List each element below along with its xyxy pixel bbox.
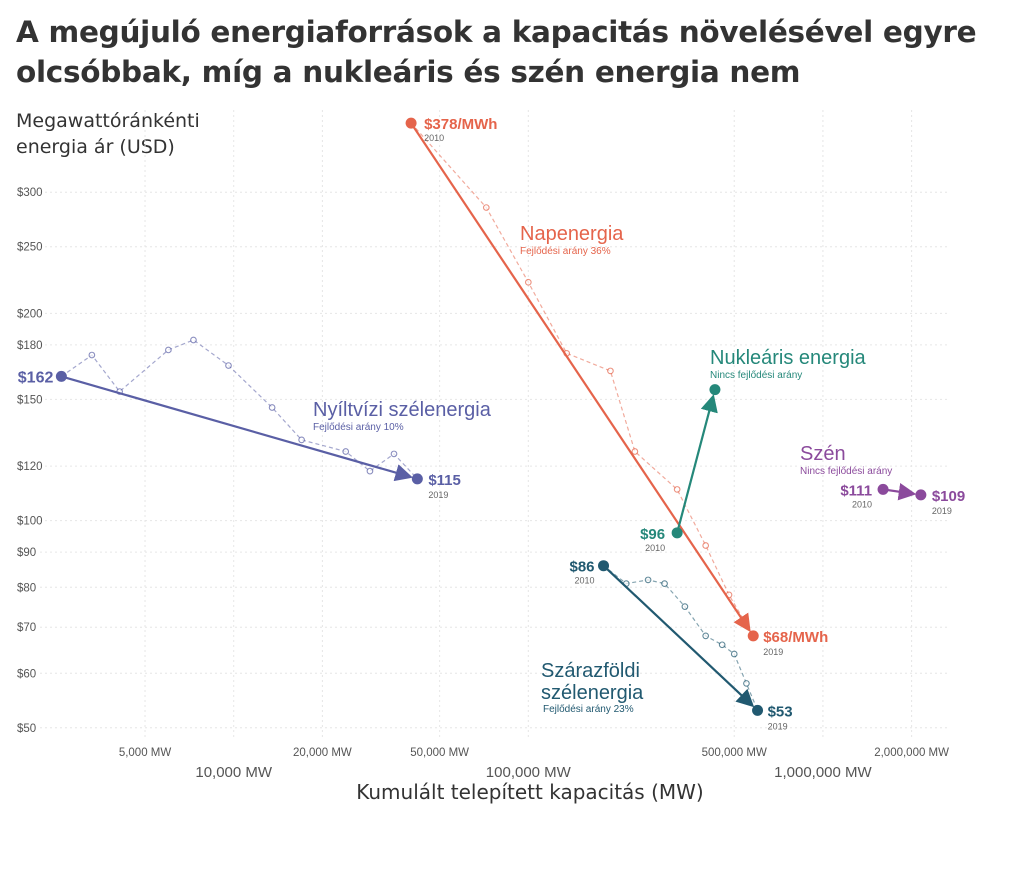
offshore-end-point — [411, 473, 423, 485]
nuclear-start-value: $96 — [640, 526, 665, 543]
onshore-yearly-point — [730, 650, 738, 658]
y-tick-label: $120 — [17, 461, 43, 473]
y-tick-label: $60 — [17, 668, 36, 680]
y-tick-label: $50 — [17, 723, 36, 735]
onshore-yearly-point — [644, 576, 652, 584]
nuclear-start-year: 2010 — [645, 543, 665, 553]
nuclear-end-point — [709, 384, 721, 396]
chart-title: A megújuló energiaforrások a kapacitás n… — [16, 15, 977, 89]
offshore-end-value: $115 — [428, 472, 461, 489]
nuclear-name: Nukleáris energia — [710, 347, 867, 369]
onshore-name-line-1: Szárazföldi — [541, 660, 640, 682]
solar-end-point — [747, 630, 759, 642]
x-tick-label: 500,000 MW — [702, 747, 767, 759]
onshore-start-point — [598, 560, 610, 572]
offshore-yearly-point — [298, 436, 305, 444]
onshore-yearly-point — [718, 641, 726, 649]
offshore-yearly-point — [390, 450, 398, 458]
x-tick-label: 100,000 MW — [486, 764, 572, 781]
y-tick-label: $180 — [17, 340, 43, 352]
y-tick-label: $300 — [17, 187, 43, 199]
solar-end-year: 2019 — [763, 647, 783, 657]
solar-start-value: $378/MWh — [424, 116, 497, 133]
solar-yearly-point — [607, 367, 614, 375]
annotations: $378/MWh2010$68/MWh2019NapenergiaFejlődé… — [18, 116, 965, 731]
solar-start-point — [405, 117, 417, 129]
solar-yearly-point — [673, 486, 681, 493]
offshore-yearly-point — [225, 362, 232, 369]
onshore-yearly-point — [743, 680, 750, 687]
x-axis-label: Kumulált telepített kapacitás (MW) — [356, 780, 704, 804]
onshore-yearly-line — [603, 565, 759, 711]
solar-rate: Fejlődési arány 36% — [520, 246, 611, 257]
x-tick-label: 2,000,000 MW — [874, 747, 949, 759]
grid — [40, 110, 950, 740]
solar-name: Napenergia — [520, 223, 624, 245]
onshore-start-value: $86 — [569, 559, 594, 576]
coal-start-point — [877, 483, 889, 495]
coal-end-value: $109 — [932, 488, 965, 505]
nuclear-start-point — [671, 527, 683, 539]
x-tick-label: 50,000 MW — [410, 747, 469, 759]
coal-end-point — [915, 489, 927, 501]
offshore-start-point — [55, 370, 67, 382]
y-tick-label: $250 — [17, 242, 43, 254]
offshore-yearly-point — [165, 346, 172, 354]
axes: $300 $250 $200 $180 $150 $120 $100 $90 $80 $70 $60… — [17, 187, 949, 781]
coal-end-year: 2019 — [932, 506, 952, 516]
offshore-yearly-point — [88, 351, 96, 359]
y-tick-label: $80 — [17, 582, 36, 594]
onshore-end-value: $53 — [768, 703, 793, 720]
solar-yearly-point — [631, 448, 639, 455]
offshore-name: Nyíltvízi szélenergia — [313, 399, 492, 421]
onshore-yearly-point — [661, 580, 668, 587]
coal-rate: Nincs fejlődési arány — [800, 466, 892, 477]
onshore-trend-arrow — [602, 564, 755, 708]
offshore-yearly-line — [61, 339, 418, 480]
solar-yearly-line — [410, 122, 754, 637]
y-tick-label: $200 — [17, 308, 43, 320]
offshore-yearly-point — [268, 404, 276, 411]
y-tick-label: $150 — [17, 394, 43, 406]
onshore-yearly-point — [681, 603, 689, 610]
onshore-end-year: 2019 — [768, 721, 788, 731]
offshore-end-year: 2019 — [428, 490, 448, 500]
solar-end-value: $68/MWh — [763, 629, 828, 646]
nuclear-trend-arrow — [676, 394, 718, 534]
series — [55, 117, 927, 716]
solar-start-year: 2010 — [424, 133, 444, 143]
onshore-start-year: 2010 — [574, 576, 594, 586]
y-tick-label: $90 — [17, 547, 36, 559]
onshore-name-line-2: szélenergia — [541, 682, 644, 704]
y-axis-label-line-2: energia ár (USD) — [16, 136, 175, 158]
y-axis-label: Megawattóránkénti energia ár (USD) — [16, 108, 316, 160]
y-tick-label: $100 — [17, 516, 43, 528]
coal-start-value: $111 — [840, 482, 872, 499]
offshore-yearly-point — [366, 467, 374, 475]
solar-yearly-point — [482, 204, 490, 211]
solar-yearly-point — [524, 278, 532, 286]
nuclear-rate: Nincs fejlődési arány — [710, 370, 802, 381]
y-tick-label: $70 — [17, 622, 36, 634]
offshore-trend-arrow — [61, 375, 413, 482]
y-axis-label-line-1: Megawattóránkénti — [16, 110, 200, 132]
onshore-end-point — [752, 704, 764, 716]
x-tick-label: 5,000 MW — [119, 747, 172, 759]
onshore-rate: Fejlődési arány 23% — [543, 704, 634, 715]
offshore-start-value: $162 — [18, 369, 54, 386]
x-tick-label: 10,000 MW — [195, 764, 273, 781]
offshore-yearly-point — [342, 448, 350, 455]
solar-trend-arrow — [410, 122, 751, 633]
x-tick-label: 20,000 MW — [293, 747, 352, 759]
onshore-yearly-point — [702, 632, 710, 640]
offshore-yearly-point — [190, 336, 197, 344]
coal-start-year: 2010 — [852, 499, 872, 509]
coal-name: Szén — [800, 443, 846, 465]
offshore-rate: Fejlődési arány 10% — [313, 422, 404, 433]
solar-yearly-point — [702, 542, 710, 549]
x-tick-label: 1,000,000 MW — [774, 764, 872, 781]
